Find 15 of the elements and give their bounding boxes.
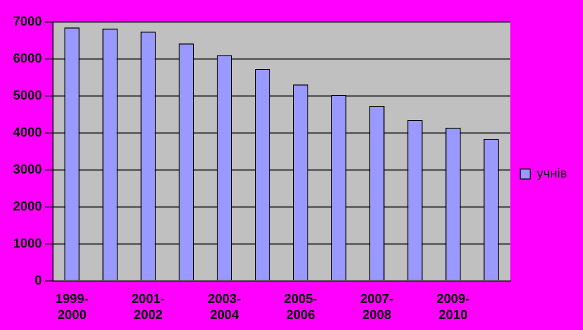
y-tick-label: 5000 — [13, 88, 42, 103]
x-tick-label: 2003-2004 — [208, 291, 242, 322]
y-tick-label: 0 — [34, 272, 42, 288]
x-tick-label: 2009-2010 — [436, 291, 470, 322]
y-tick-label: 4000 — [13, 124, 42, 140]
y-tick-label: 3000 — [13, 161, 42, 176]
y-tick-label: 1000 — [13, 235, 42, 250]
x-tick-label: 1999-2000 — [55, 291, 89, 322]
y-tick-label: 6000 — [13, 50, 42, 66]
x-tick-label: 2005-2006 — [284, 291, 318, 322]
x-tick-label: 2007-2008 — [360, 291, 394, 322]
y-tick-label: 2000 — [13, 198, 42, 214]
x-tick-label: 2001-2002 — [132, 291, 165, 322]
legend-label: учнів — [536, 166, 568, 181]
y-tick-label: 7000 — [13, 14, 42, 29]
